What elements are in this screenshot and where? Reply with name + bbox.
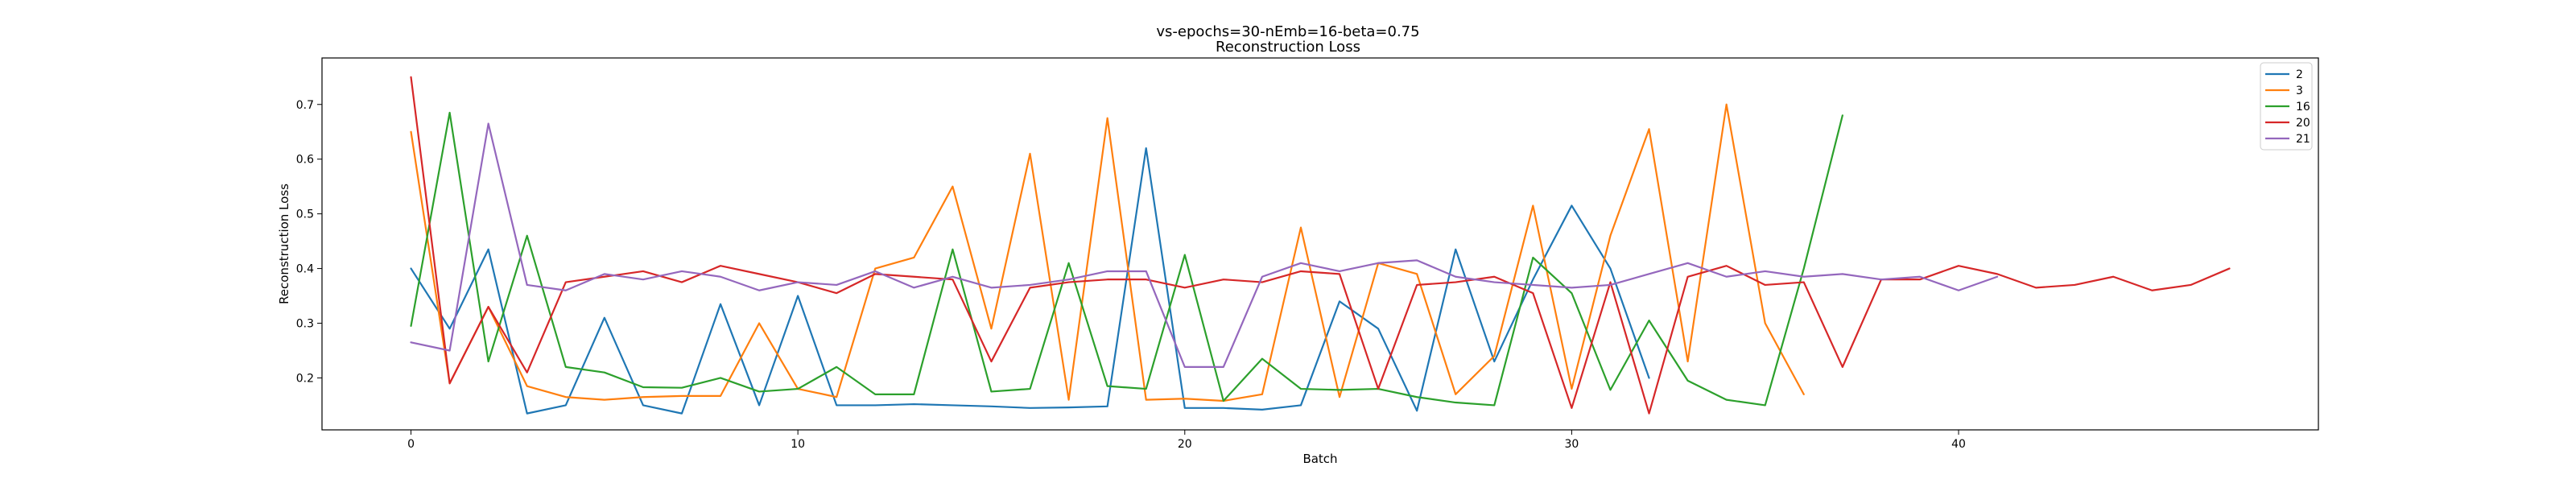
series-line-2	[410, 147, 1650, 415]
y-tick-label: 0.4	[296, 263, 314, 276]
y-tick-label: 0.6	[296, 154, 314, 167]
series-line-3	[410, 103, 1805, 402]
x-tick-label: 40	[1951, 438, 1966, 451]
y-tick-label: 0.7	[296, 99, 314, 112]
legend-label-21: 21	[2296, 133, 2310, 146]
series-line-20	[410, 76, 2231, 415]
series-line-16	[410, 111, 1843, 407]
x-tick-label: 0	[407, 438, 415, 451]
y-tick-label: 0.3	[296, 318, 314, 331]
y-axis: 0.2 0.3 0.4 0.5 0.6 0.7	[296, 99, 322, 385]
x-axis-label: Batch	[1302, 452, 1337, 466]
x-axis: 0 10 20 30 40	[407, 430, 1966, 451]
plot-area	[321, 57, 2319, 431]
y-axis-label: Reconstruction Loss	[277, 184, 291, 304]
chart-subtitle: Reconstruction Loss	[1216, 39, 1360, 56]
y-tick-label: 0.5	[296, 208, 314, 221]
chart-title: vs-epochs=30-nEmb=16-beta=0.75	[1156, 23, 1419, 40]
legend-label-20: 20	[2296, 117, 2310, 130]
x-tick-label: 20	[1178, 438, 1192, 451]
legend: 2 3 16 20 21	[2260, 62, 2313, 151]
legend-label-3: 3	[2296, 85, 2303, 97]
legend-label-16: 16	[2296, 101, 2310, 114]
legend-label-2: 2	[2296, 68, 2303, 81]
series-line-21	[410, 122, 1999, 368]
series-group	[410, 76, 2231, 415]
x-tick-label: 30	[1564, 438, 1579, 451]
x-tick-label: 10	[791, 438, 805, 451]
plot-frame	[321, 57, 2319, 431]
y-tick-label: 0.2	[296, 372, 314, 385]
